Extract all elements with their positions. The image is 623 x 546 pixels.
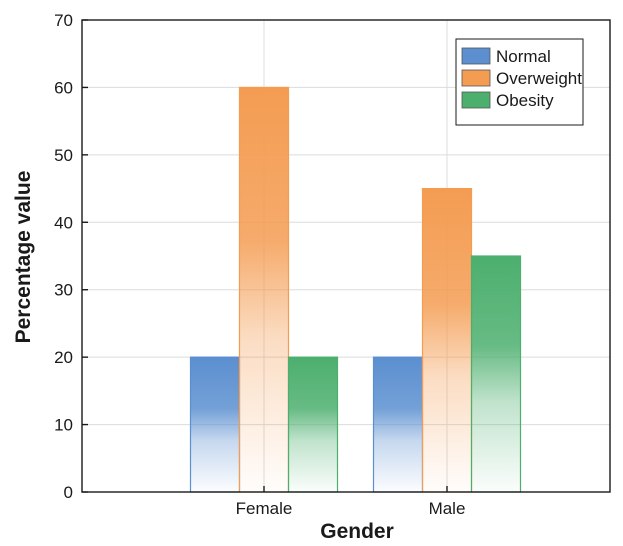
y-tick-label: 20: [54, 348, 73, 367]
legend: Normal Overweight Obesity: [455, 38, 584, 126]
y-tick-label: 50: [54, 146, 73, 165]
y-tick-labels: 0 10 20 30 40 50 60 70: [54, 11, 73, 502]
legend-swatch-overweight: [461, 69, 491, 87]
x-tick-label: Female: [236, 499, 293, 518]
bar-female-overweight: [238, 86, 290, 493]
legend-label-overweight: Overweight: [496, 69, 582, 88]
x-tick-label: Male: [429, 499, 466, 518]
bars: [189, 86, 522, 493]
legend-swatch-obesity: [461, 91, 491, 109]
y-tick-label: 40: [54, 213, 73, 232]
bar-male-obesity: [470, 255, 522, 493]
plot-frame: [81, 19, 611, 493]
bar-male-normal: [372, 356, 424, 493]
y-tick-label: 10: [54, 416, 73, 435]
y-tick-label: 30: [54, 281, 73, 300]
y-tick-label: 60: [54, 78, 73, 97]
x-axis-title: Gender: [320, 520, 394, 543]
y-tick-label: 70: [54, 11, 73, 30]
axes: [81, 19, 611, 493]
bar-female-obesity: [287, 356, 339, 493]
legend-swatch-normal: [461, 47, 491, 65]
x-tick-labels: Female Male: [236, 499, 466, 518]
bar-male-overweight: [421, 187, 473, 493]
y-axis-title: Percentage value: [12, 171, 35, 344]
y-tick-label: 0: [64, 483, 73, 502]
legend-label-normal: Normal: [496, 47, 551, 66]
bar-female-normal: [189, 356, 241, 493]
legend-label-obesity: Obesity: [496, 91, 554, 110]
